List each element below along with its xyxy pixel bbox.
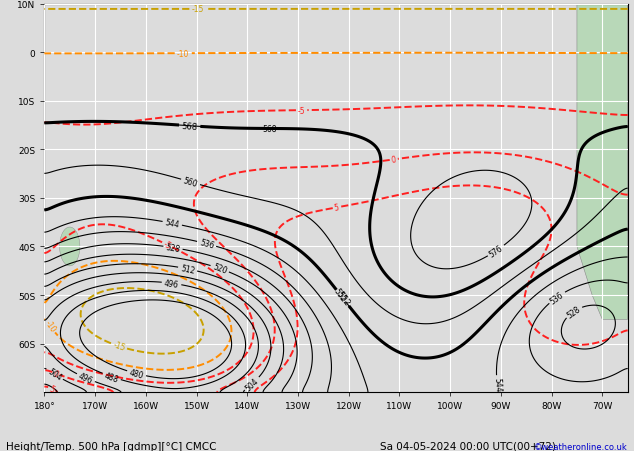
Text: 488: 488 [103,370,120,383]
Text: 5: 5 [48,383,56,394]
Text: 560: 560 [182,176,199,189]
Text: 552: 552 [334,289,351,307]
Ellipse shape [60,227,80,266]
Text: Height/Temp. 500 hPa [gdmp][°C] CMCC: Height/Temp. 500 hPa [gdmp][°C] CMCC [6,441,217,451]
Text: -10: -10 [177,50,190,59]
Text: -5: -5 [298,106,306,115]
Text: 496: 496 [77,371,94,385]
Polygon shape [577,5,628,320]
Text: 552: 552 [332,286,347,303]
Text: -15: -15 [191,5,204,14]
Text: 536: 536 [198,238,215,250]
Text: 504: 504 [46,367,63,382]
Text: 0: 0 [52,368,60,379]
Text: 544: 544 [164,218,180,230]
Text: 536: 536 [548,290,566,306]
Text: ©weatheronline.co.uk: ©weatheronline.co.uk [534,442,628,451]
Text: 568: 568 [181,121,198,132]
Text: 0: 0 [391,155,397,165]
Text: 512: 512 [179,263,196,275]
Text: 544: 544 [492,377,502,392]
Text: 520: 520 [212,262,228,276]
Text: 496: 496 [164,278,179,289]
Text: 504: 504 [243,376,261,392]
Text: 568: 568 [262,124,277,134]
Text: -5: -5 [162,239,172,251]
Text: 528: 528 [165,243,181,253]
Text: 576: 576 [488,243,505,259]
Text: -15: -15 [112,340,126,353]
Text: -10: -10 [43,318,58,334]
Text: 528: 528 [565,304,582,320]
Text: Sa 04-05-2024 00:00 UTC(00+72): Sa 04-05-2024 00:00 UTC(00+72) [380,441,556,451]
Text: 480: 480 [128,368,145,380]
Text: 5: 5 [333,203,340,213]
